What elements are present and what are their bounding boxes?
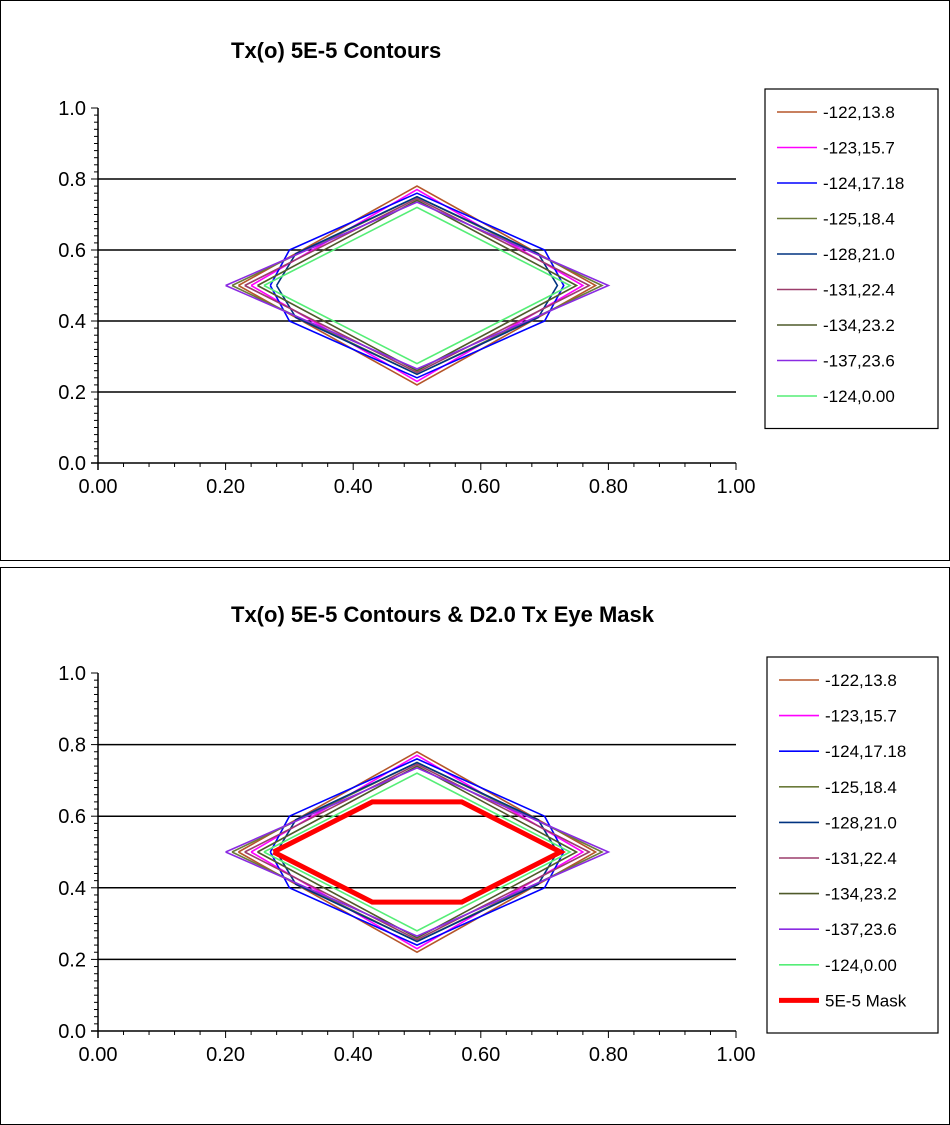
chart2-legend-label-2: -123,15.7 [825, 707, 897, 726]
chart2-y-tick-label: 0.8 [58, 735, 86, 757]
chart2-legend-label-3: -124,17.18 [825, 742, 906, 761]
chart1-x-tick-label: 0.20 [206, 476, 245, 498]
chart1-legend-label-7: -134,23.2 [823, 316, 895, 335]
chart1-series-line-6 [244, 197, 592, 374]
chart1-series-line-4 [231, 195, 604, 376]
chart1-y-tick-label: 0.6 [58, 240, 86, 262]
chart1-series-line-9 [263, 206, 572, 365]
chart1-legend-label-4: -125,18.4 [823, 210, 895, 229]
chart1-y-tick-label: 0.8 [58, 169, 86, 191]
chart1-legend-label-3: -124,17.18 [823, 174, 904, 193]
chart2-title: Tx(o) 5E-5 Contours & D2.0 Tx Eye Mask [231, 602, 655, 627]
chart1-legend-label-6: -131,22.4 [823, 281, 895, 300]
chart1-series-line-1 [238, 185, 598, 386]
chart1-series-line-5 [275, 195, 559, 376]
chart2-y-tick-label: 0.0 [58, 1021, 86, 1043]
chart1-y-tick-label: 0.0 [58, 453, 86, 475]
chart-contours-svg: Tx(o) 5E-5 Contours 0.0 0.2 0.4 0.6 0.8 1.0 0.0… [58, 38, 939, 498]
chart2-legend-label-4: -125,18.4 [825, 778, 897, 797]
chart2-y-tick-label: 0.4 [58, 878, 86, 900]
chart2-series-line-5 [275, 761, 559, 943]
chart2-series-line-2 [250, 754, 585, 950]
chart2-legend-label-6: -131,22.4 [825, 849, 897, 868]
chart1-series-line-2 [250, 188, 585, 383]
chart1-x-tick-label: 1.00 [717, 476, 756, 498]
chart2-series-line-1 [238, 750, 598, 954]
chart1-legend-label-8: -137,23.6 [823, 352, 895, 371]
chart-contours-mask-svg: Tx(o) 5E-5 Contours & D2.0 Tx Eye Mask 0.… [58, 602, 939, 1066]
chart2-series-line-6 [244, 763, 592, 941]
chart2-legend-label-5: -128,21.0 [825, 813, 897, 832]
chart1-y-tick-label: 1.0 [58, 98, 86, 120]
chart-panel-contours-mask: Tx(o) 5E-5 Contours & D2.0 Tx Eye Mask 0.… [0, 567, 950, 1125]
chart1-legend-label-1: -122,13.8 [823, 103, 895, 122]
chart2-x-tick-label: 0.80 [589, 1044, 628, 1066]
chart2-series-line-9 [263, 772, 572, 932]
chart2-legend-label-8: -137,23.6 [825, 920, 897, 939]
chart1-x-tick-label: 0.60 [461, 476, 500, 498]
chart2-x-tick-label: 1.00 [717, 1044, 756, 1066]
chart2-legend-box [766, 656, 939, 1034]
chart2-series-line-3 [269, 758, 565, 946]
chart2-x-tick-label: 0.00 [79, 1044, 118, 1066]
chart2-x-tick-label: 0.20 [206, 1044, 245, 1066]
chart2-series-line-10 [272, 799, 567, 905]
chart1-legend-box [764, 88, 939, 430]
chart2-y-tick-label: 1.0 [58, 663, 86, 685]
chart1-x-tick-label: 0.80 [589, 476, 628, 498]
chart1-title: Tx(o) 5E-5 Contours [231, 38, 441, 63]
chart1-x-tick-label: 0.40 [334, 476, 373, 498]
chart1-series-line-3 [269, 192, 565, 379]
chart2-series-line-8 [225, 767, 611, 937]
chart2-legend-label-10: 5E-5 Mask [825, 991, 907, 1010]
chart-panel-contours: Tx(o) 5E-5 Contours 0.0 0.2 0.4 0.6 0.8 1.0 0.0… [0, 0, 950, 561]
chart2-legend-label-7: -134,23.2 [825, 885, 897, 904]
chart1-x-tick-label: 0.00 [79, 476, 118, 498]
chart2-legend-label-9: -124,0.00 [825, 956, 897, 975]
chart1-legend-label-9: -124,0.00 [823, 387, 895, 406]
chart1-y-tick-label: 0.2 [58, 382, 86, 404]
chart2-legend-label-1: -122,13.8 [825, 671, 897, 690]
chart1-y-tick-label: 0.4 [58, 311, 86, 333]
chart2-y-tick-label: 0.6 [58, 806, 86, 828]
chart1-series-line-7 [257, 199, 579, 372]
chart2-x-tick-label: 0.60 [461, 1044, 500, 1066]
chart2-y-tick-label: 0.2 [58, 949, 86, 971]
chart1-series-line-8 [225, 201, 611, 370]
chart1-legend-label-2: -123,15.7 [823, 139, 895, 158]
chart2-x-tick-label: 0.40 [334, 1044, 373, 1066]
chart2-series-line-4 [231, 761, 604, 943]
chart1-legend-label-5: -128,21.0 [823, 245, 895, 264]
chart2-series-line-7 [257, 765, 579, 939]
